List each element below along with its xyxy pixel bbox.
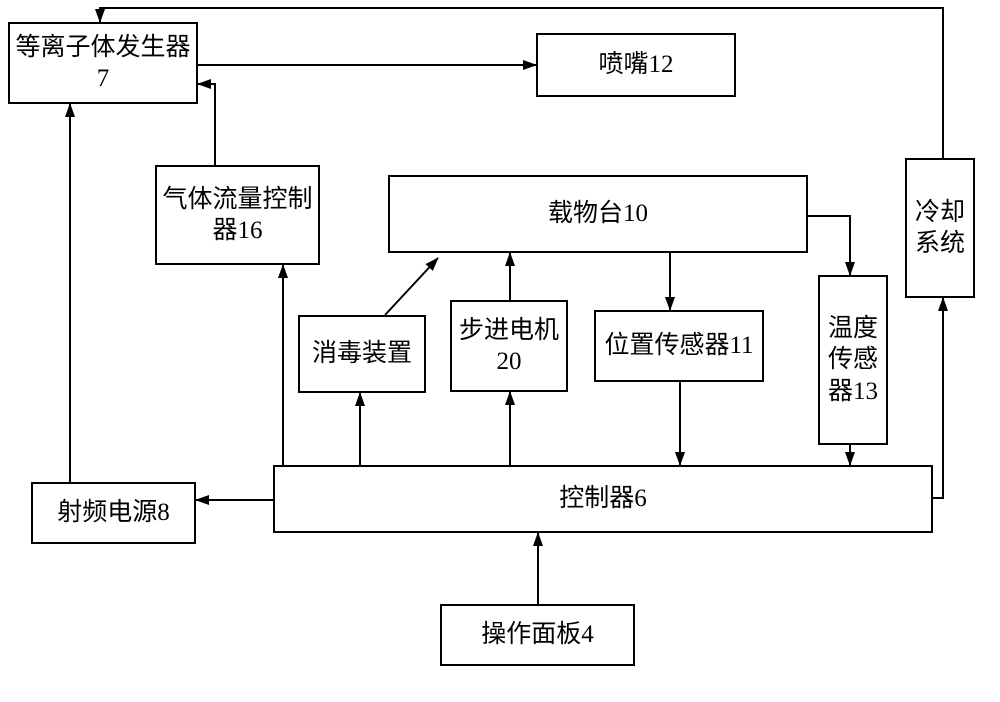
- node-label: 等离子体发生器7: [14, 32, 192, 95]
- node-stepper-motor: 步进电机20: [450, 300, 568, 392]
- node-label: 步进电机20: [456, 315, 562, 378]
- node-label: 消毒装置: [304, 338, 420, 369]
- node-plasma-generator: 等离子体发生器7: [8, 22, 198, 104]
- node-controller: 控制器6: [273, 465, 933, 533]
- node-label: 位置传感器11: [600, 330, 758, 361]
- node-nozzle: 喷嘴12: [536, 33, 736, 97]
- node-gas-flow-controller: 气体流量控制器16: [155, 165, 320, 265]
- node-cooling-system: 冷却系统: [905, 158, 975, 298]
- node-label: 喷嘴12: [542, 49, 730, 80]
- node-label: 气体流量控制器16: [161, 184, 314, 247]
- node-stage: 载物台10: [388, 175, 808, 253]
- node-label: 温度传感器13: [823, 313, 883, 407]
- node-rf-power: 射频电源8: [31, 482, 196, 544]
- node-label: 冷却系统: [910, 197, 970, 260]
- node-sterilizer: 消毒装置: [298, 315, 426, 393]
- node-operation-panel: 操作面板4: [440, 604, 635, 666]
- node-label: 载物台10: [394, 198, 802, 229]
- node-label: 控制器6: [279, 483, 927, 514]
- node-label: 射频电源8: [37, 497, 190, 528]
- node-temperature-sensor: 温度传感器13: [818, 275, 888, 445]
- node-position-sensor: 位置传感器11: [594, 310, 764, 382]
- node-label: 操作面板4: [446, 619, 629, 650]
- diagram-canvas: 等离子体发生器7 喷嘴12 气体流量控制器16 载物台10 冷却系统 消毒装置 …: [0, 0, 1000, 702]
